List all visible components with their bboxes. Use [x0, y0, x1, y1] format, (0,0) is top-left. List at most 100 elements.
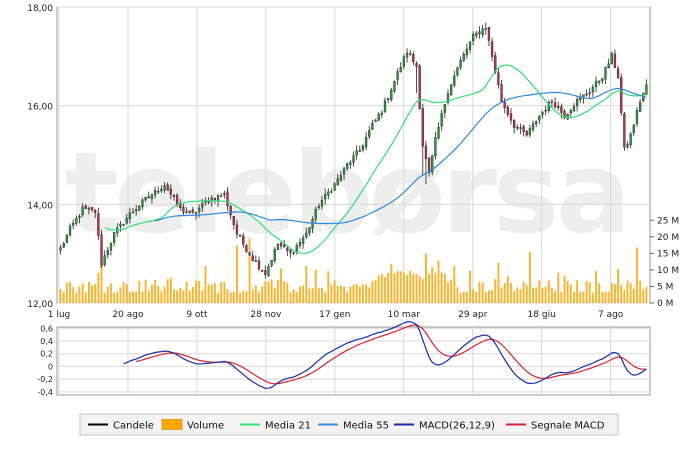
candle: [257, 256, 261, 272]
candle-body: [150, 194, 154, 199]
candle: [270, 260, 273, 268]
volume-bar: [428, 273, 431, 303]
legend-label: Media 55: [343, 421, 389, 432]
candle: [138, 205, 141, 211]
candle-body: [59, 247, 62, 251]
candle: [481, 24, 484, 38]
macd-y-axis: 0,6 0,4 0,2 0 -0,2 -0,4: [37, 324, 53, 397]
volume-bar: [617, 268, 620, 303]
candle-body: [131, 211, 135, 214]
candle-body: [324, 193, 327, 200]
candle: [254, 255, 258, 263]
candle-body: [550, 101, 554, 103]
candle: [437, 122, 440, 140]
candle: [512, 119, 516, 134]
candle-body: [585, 93, 588, 96]
volume-bar: [645, 286, 648, 303]
candle-body: [446, 93, 450, 104]
volume-bar: [560, 292, 563, 303]
volume-bar: [598, 283, 601, 303]
volume-bar: [576, 280, 579, 303]
candle: [645, 79, 648, 95]
candle-body: [295, 245, 298, 253]
volume-bar: [81, 283, 84, 303]
volume-bar: [311, 288, 314, 303]
macd-tick-label: 0: [48, 362, 53, 371]
volume-bar: [198, 280, 201, 303]
candle-body: [78, 215, 81, 219]
volume-bar: [204, 266, 207, 303]
candle-body: [560, 106, 563, 113]
candle-body: [519, 127, 522, 129]
candle: [415, 61, 418, 94]
date-tick-label: 29 apr: [458, 310, 488, 320]
volume-bar: [535, 287, 538, 303]
volume-bar: [169, 277, 172, 303]
volume-bar: [610, 282, 613, 303]
candle: [553, 97, 557, 109]
volume-bar: [459, 293, 462, 303]
volume-bar: [289, 292, 292, 303]
candle-body: [175, 195, 179, 205]
candle: [591, 84, 595, 98]
candle-body: [575, 98, 579, 107]
candle-body: [380, 112, 383, 115]
candle-body: [220, 195, 223, 197]
candle-body: [128, 212, 132, 220]
price-tick-label: 18,00: [27, 4, 53, 14]
volume-tick-label: 25 M: [657, 216, 679, 226]
candle-body: [207, 201, 210, 203]
volume-bar: [402, 272, 405, 303]
volume-bar: [138, 280, 141, 303]
volume-bar: [591, 292, 594, 303]
candle: [456, 66, 459, 77]
volume-bar: [532, 287, 534, 303]
volume-bar: [317, 287, 320, 303]
volume-bar: [525, 285, 528, 303]
candle: [632, 123, 635, 137]
candle-body: [264, 270, 267, 275]
candle-body: [336, 178, 339, 186]
candle: [279, 242, 283, 250]
volume-bar: [283, 281, 286, 303]
candle-body: [535, 121, 538, 125]
volume-bar: [201, 290, 204, 303]
volume-bar: [544, 286, 547, 303]
candle-body: [566, 113, 569, 120]
candle: [264, 265, 267, 279]
macd-tick-label: -0,2: [37, 375, 53, 384]
candle-body: [276, 243, 280, 250]
candle-body: [248, 252, 251, 256]
candle: [412, 51, 415, 66]
volume-bar: [295, 291, 298, 303]
volume-bar: [352, 284, 355, 303]
price-y-axis: 12,00 14,00 16,00 18,00: [27, 4, 53, 310]
candle: [327, 188, 330, 200]
legend-item: Media 21: [240, 421, 311, 432]
candle-body: [223, 193, 226, 195]
candle: [220, 192, 223, 197]
candle-body: [364, 137, 368, 148]
candle-body: [387, 98, 390, 100]
date-tick-label: 1 lug: [48, 310, 71, 320]
volume-bar: [276, 279, 279, 303]
date-tick-label: 20 ago: [112, 310, 144, 320]
volume-bar: [302, 285, 305, 303]
volume-bar: [374, 280, 377, 303]
volume-bar: [213, 283, 216, 303]
legend-label: Candele: [113, 421, 154, 432]
volume-bar: [358, 286, 361, 303]
volume-bar: [242, 290, 245, 303]
candle: [166, 182, 169, 191]
candle: [396, 68, 399, 86]
candle: [103, 250, 106, 267]
candle: [163, 182, 166, 194]
volume-bar: [324, 292, 327, 303]
candle: [68, 223, 72, 237]
volume-bar: [173, 289, 175, 303]
macd-tick-label: 0,4: [40, 337, 53, 346]
volume-bar: [450, 279, 453, 303]
candle: [465, 43, 469, 60]
candle-body: [629, 133, 632, 145]
